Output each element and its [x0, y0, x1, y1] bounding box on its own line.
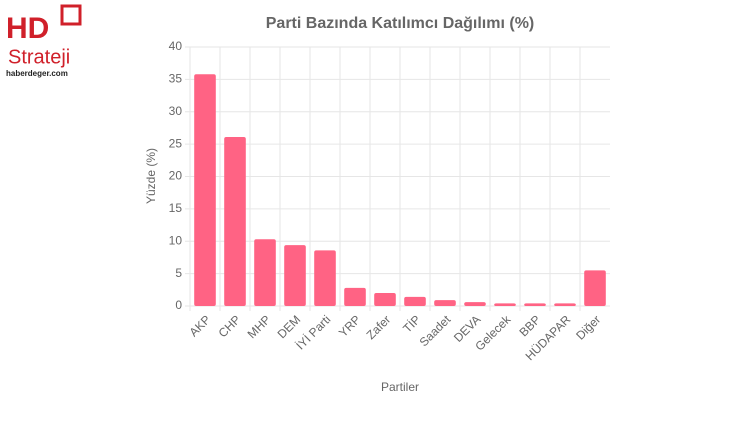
bar: [494, 303, 516, 306]
bar: [374, 293, 396, 306]
bar: [254, 239, 276, 306]
y-tick-label: 0: [175, 298, 182, 312]
logo-box: [60, 4, 82, 26]
x-tick-label: Saadet: [417, 312, 454, 349]
x-tick-label: AKP: [186, 312, 213, 339]
logo-name: Strateji: [8, 46, 70, 68]
bar: [464, 302, 486, 306]
y-tick-label: 10: [169, 233, 183, 247]
chart-title: Parti Bazında Katılımcı Dağılımı (%): [266, 15, 535, 32]
x-axis-label: Partiler: [381, 380, 419, 394]
bar: [524, 303, 546, 306]
x-tick-label: YRP: [336, 312, 363, 339]
y-tick-label: 20: [169, 169, 183, 183]
x-tick-label: MHP: [245, 312, 274, 341]
x-tick-label: Diğer: [573, 312, 603, 342]
logo-mark: HD: [6, 12, 49, 45]
logo-site: haberdeger.com: [6, 69, 68, 78]
y-tick-label: 40: [169, 39, 183, 53]
bar: [434, 300, 456, 306]
x-tick-label: Zafer: [364, 312, 394, 342]
bar: [554, 303, 576, 306]
y-tick-label: 35: [169, 72, 183, 86]
y-tick-label: 5: [175, 266, 182, 280]
x-tick-label: CHP: [216, 312, 244, 340]
y-tick-label: 15: [169, 201, 183, 215]
bar: [284, 245, 306, 306]
y-tick-label: 25: [169, 136, 183, 150]
bar: [404, 296, 426, 306]
logo: HD Strateji haberdeger.com: [6, 4, 82, 78]
bar: [194, 74, 216, 306]
bar: [224, 137, 246, 306]
x-tick-label: TİP: [400, 312, 423, 335]
bar: [584, 270, 606, 306]
y-axis-label: Yüzde (%): [144, 148, 158, 204]
y-tick-label: 30: [169, 104, 183, 118]
bar: [344, 287, 366, 306]
bar: [314, 250, 336, 306]
